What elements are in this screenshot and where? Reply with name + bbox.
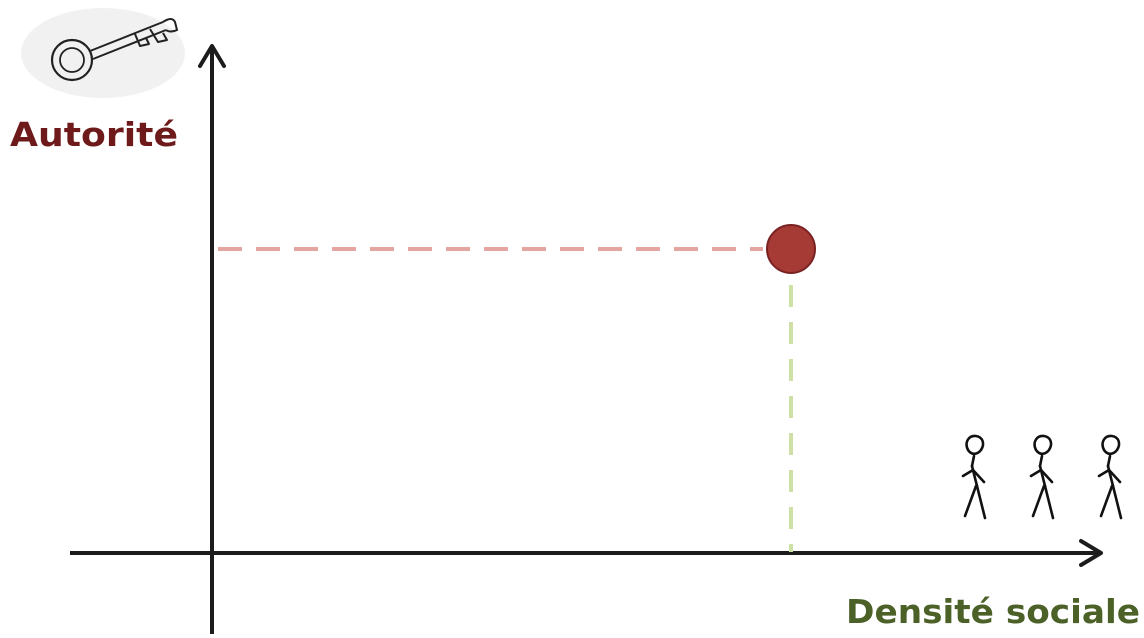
- data-point: [766, 224, 816, 274]
- person-icon: [1097, 434, 1123, 520]
- stick-figures-icon: [961, 434, 1123, 520]
- x-axis-label: Densité sociale: [846, 592, 1140, 631]
- y-axis: [198, 44, 226, 634]
- x-axis: [70, 539, 1103, 567]
- person-icon: [1029, 434, 1055, 520]
- y-axis-label: Autorité: [10, 115, 178, 154]
- key-icon: [21, 8, 185, 98]
- person-icon: [961, 434, 987, 520]
